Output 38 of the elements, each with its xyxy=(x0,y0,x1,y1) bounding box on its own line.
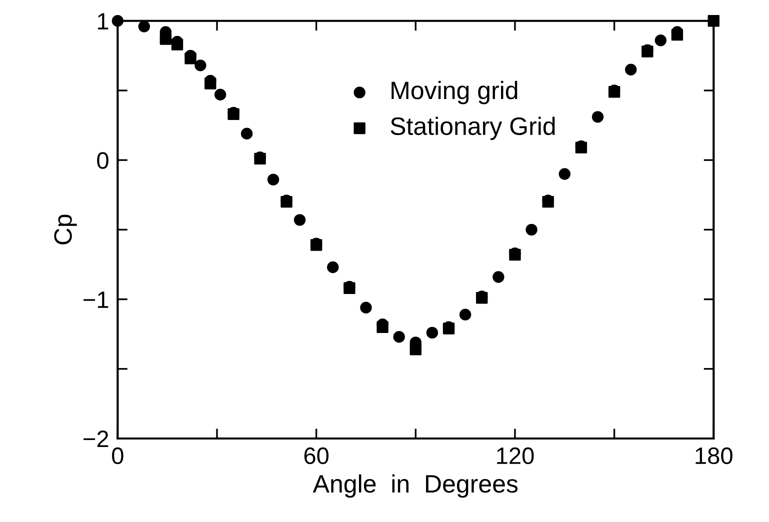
x-axis-title: Angle in Degrees xyxy=(312,474,518,498)
x-tick-label: 120 xyxy=(497,447,534,464)
point xyxy=(360,302,372,314)
point xyxy=(376,321,388,333)
point xyxy=(625,64,637,76)
point xyxy=(410,344,422,356)
legend-label: Moving grid xyxy=(392,80,518,104)
point xyxy=(112,15,124,27)
point xyxy=(138,20,150,32)
point xyxy=(558,168,570,180)
point xyxy=(240,128,253,140)
point xyxy=(708,15,720,27)
point xyxy=(393,331,405,343)
point xyxy=(327,261,339,274)
point xyxy=(592,111,604,123)
point xyxy=(671,28,684,41)
x-tick-label: 60 xyxy=(304,447,329,464)
point xyxy=(194,60,206,72)
point xyxy=(184,52,196,64)
point xyxy=(214,88,226,100)
point xyxy=(160,33,172,45)
y-tick-label: 0 xyxy=(97,152,108,169)
point xyxy=(426,326,438,339)
point xyxy=(204,78,216,90)
point xyxy=(526,224,538,236)
y-axis-title: Cp xyxy=(54,214,77,244)
legend-label: Stationary Grid xyxy=(390,116,555,140)
x-tick-label: 0 xyxy=(112,447,124,464)
point xyxy=(654,34,666,46)
x-tick-label: 180 xyxy=(696,447,732,464)
point xyxy=(267,174,280,186)
y-tick-label: 1 xyxy=(98,13,108,30)
y-tick-label: −1 xyxy=(84,292,108,308)
point xyxy=(171,38,184,50)
point xyxy=(294,214,306,226)
point xyxy=(492,271,504,283)
point xyxy=(459,308,472,320)
y-tick-label: −2 xyxy=(84,430,108,448)
